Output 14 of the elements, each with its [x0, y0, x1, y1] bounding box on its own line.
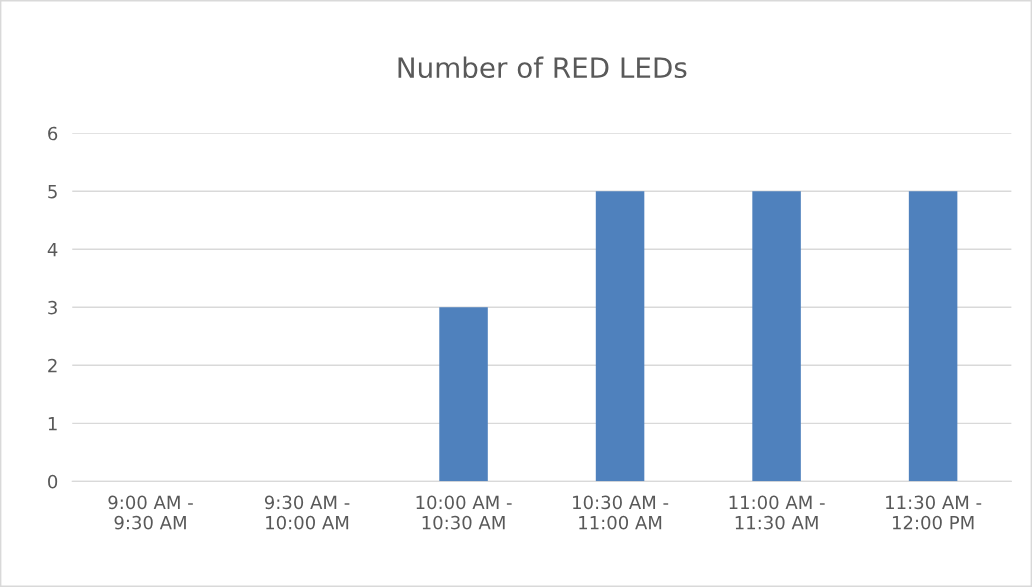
- x-tick-label: 9:00 AM - 9:30 AM: [108, 495, 193, 530]
- y-tick-label: 2: [48, 358, 57, 373]
- x-tick-label: 10:00 AM - 10:30 AM: [416, 495, 512, 530]
- y-tick-label: 6: [48, 126, 58, 141]
- y-tick-label: 3: [48, 300, 57, 315]
- x-tick-label: 9:30 AM - 10:00 AM: [264, 495, 350, 530]
- y-tick-label: 4: [47, 242, 58, 257]
- y-tick-label: 5: [48, 184, 57, 199]
- y-tick-label: 0: [48, 474, 58, 489]
- x-tick-label: 11:00 AM - 11:30 AM: [729, 495, 825, 530]
- x-tick-label: 11:30 AM - 12:00 PM: [886, 495, 982, 530]
- y-tick-label: 1: [48, 417, 57, 431]
- chart-title: Number of RED LEDs: [398, 56, 687, 79]
- x-tick-label: 10:30 AM - 11:00 AM: [573, 495, 669, 530]
